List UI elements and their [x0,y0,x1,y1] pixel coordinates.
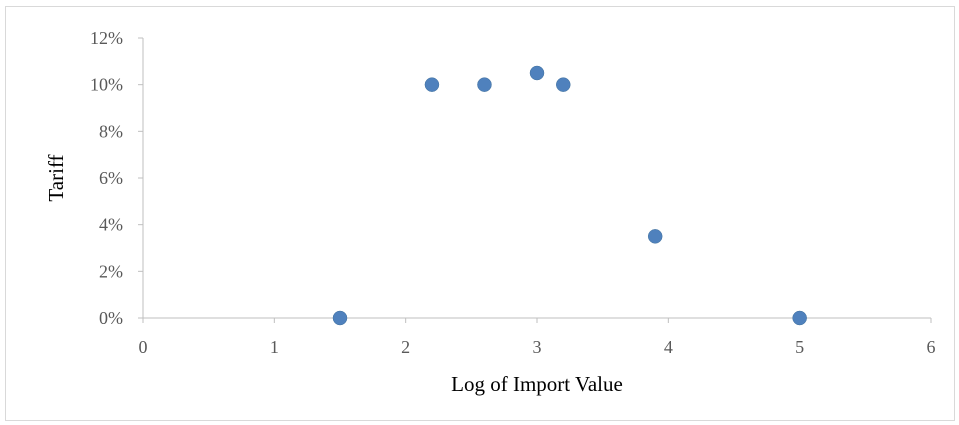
x-tick-label: 4 [664,337,673,357]
x-tick-label: 0 [139,337,148,357]
x-tick-label: 1 [270,337,279,357]
axes [138,37,932,323]
data-point [424,77,440,92]
data-point [647,229,663,244]
y-tick-label: 0% [99,308,123,328]
y-tick-label: 10% [90,75,123,95]
x-tick-label: 3 [533,337,542,357]
y-tick-label: 8% [99,121,123,141]
x-tick-label: 6 [927,337,936,357]
data-point [477,77,492,92]
data-point [792,310,807,326]
y-tick-label: 12% [90,28,123,48]
data-point [556,77,571,92]
chart-frame [5,6,955,421]
x-tick-label: 2 [401,337,410,357]
data-points [332,65,807,326]
data-point [529,65,545,81]
y-tick-label: 2% [99,261,123,281]
y-axis-title: Tariff [44,154,68,201]
data-point [332,310,348,326]
y-tick-label: 6% [99,168,123,188]
x-tick-label: 5 [795,337,804,357]
x-axis-title: Log of Import Value [451,372,623,396]
tick-labels: 0% 2% 4% 6% 8% 10% 12% 0 1 2 3 4 5 6 [90,28,936,357]
y-tick-label: 4% [99,215,123,235]
